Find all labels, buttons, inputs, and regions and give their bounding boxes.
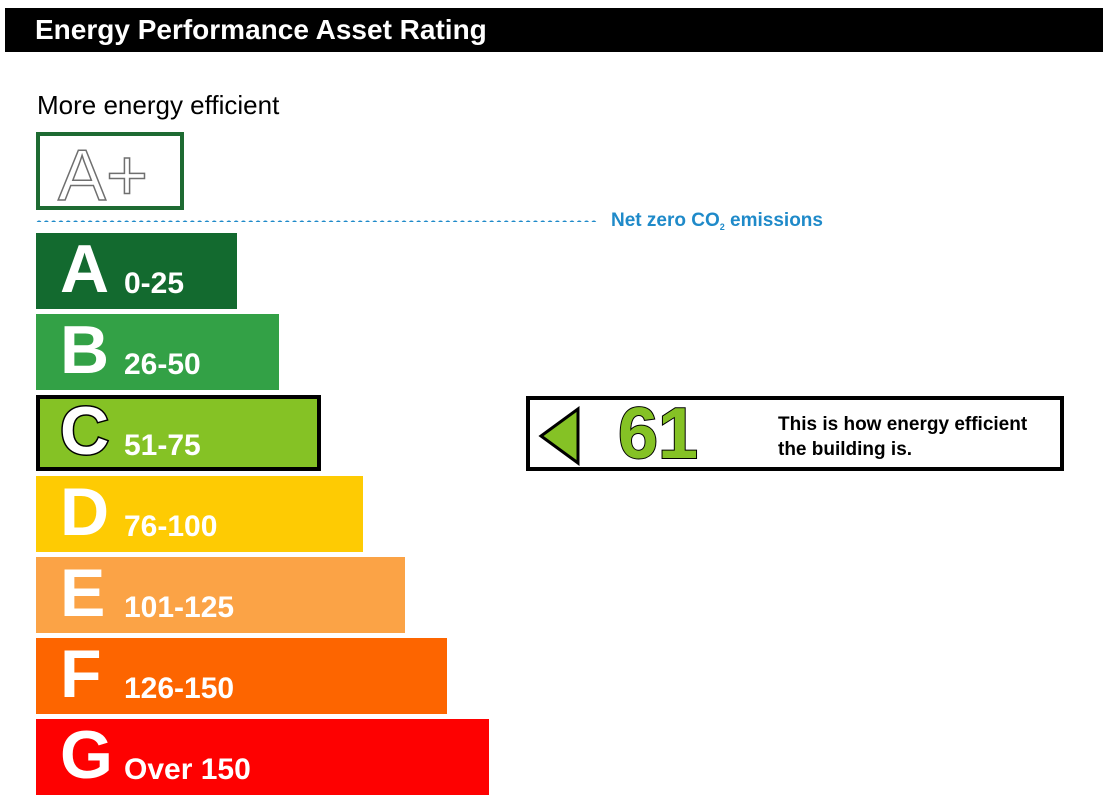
band-range: 26-50 bbox=[124, 348, 201, 381]
header-bar: Energy Performance Asset Rating bbox=[5, 8, 1103, 52]
rating-description: This is how energy efficient the buildin… bbox=[778, 414, 1028, 460]
rating-indicator: 61 This is how energy efficient the buil… bbox=[526, 394, 1064, 474]
band-letter: A bbox=[60, 231, 110, 307]
aplus-band: A+ bbox=[36, 132, 184, 210]
more-efficient-caption: More energy efficient bbox=[37, 90, 280, 120]
net-zero-suffix: emissions bbox=[730, 210, 823, 231]
band-range: 76-100 bbox=[124, 510, 218, 543]
band-b: B 26-50 bbox=[36, 312, 279, 390]
rating-value: 61 bbox=[617, 394, 699, 474]
page-title: Energy Performance Asset Rating bbox=[35, 14, 487, 45]
band-range: 51-75 bbox=[124, 429, 201, 462]
band-g: G Over 150 bbox=[36, 717, 489, 795]
band-range: 126-150 bbox=[124, 672, 235, 705]
band-letter: C bbox=[58, 392, 110, 471]
band-range: Over 150 bbox=[124, 753, 251, 786]
net-zero-label: Net zero CO2 emissions bbox=[611, 209, 823, 239]
band-c-current: C 51-75 bbox=[36, 392, 321, 471]
band-letter: D bbox=[60, 474, 110, 550]
band-range: 0-25 bbox=[124, 267, 185, 300]
band-e: E 101-125 bbox=[36, 555, 405, 633]
rating-arrow-icon bbox=[538, 406, 580, 466]
net-zero-prefix: Net zero CO bbox=[611, 210, 720, 231]
net-zero-subscript: 2 bbox=[719, 222, 725, 232]
net-zero-dotted-line bbox=[36, 214, 598, 222]
band-letter: B bbox=[60, 312, 110, 388]
band-letter: G bbox=[60, 717, 113, 793]
band-letter: E bbox=[60, 555, 106, 631]
band-f: F 126-150 bbox=[36, 636, 447, 714]
aplus-rating-graphic: A+ bbox=[57, 136, 149, 206]
aplus-label: A+ bbox=[58, 136, 148, 206]
band-d: D 76-100 bbox=[36, 474, 363, 552]
band-letter: F bbox=[60, 636, 102, 712]
band-a: A 0-25 bbox=[36, 231, 237, 309]
band-range: 101-125 bbox=[124, 591, 235, 624]
